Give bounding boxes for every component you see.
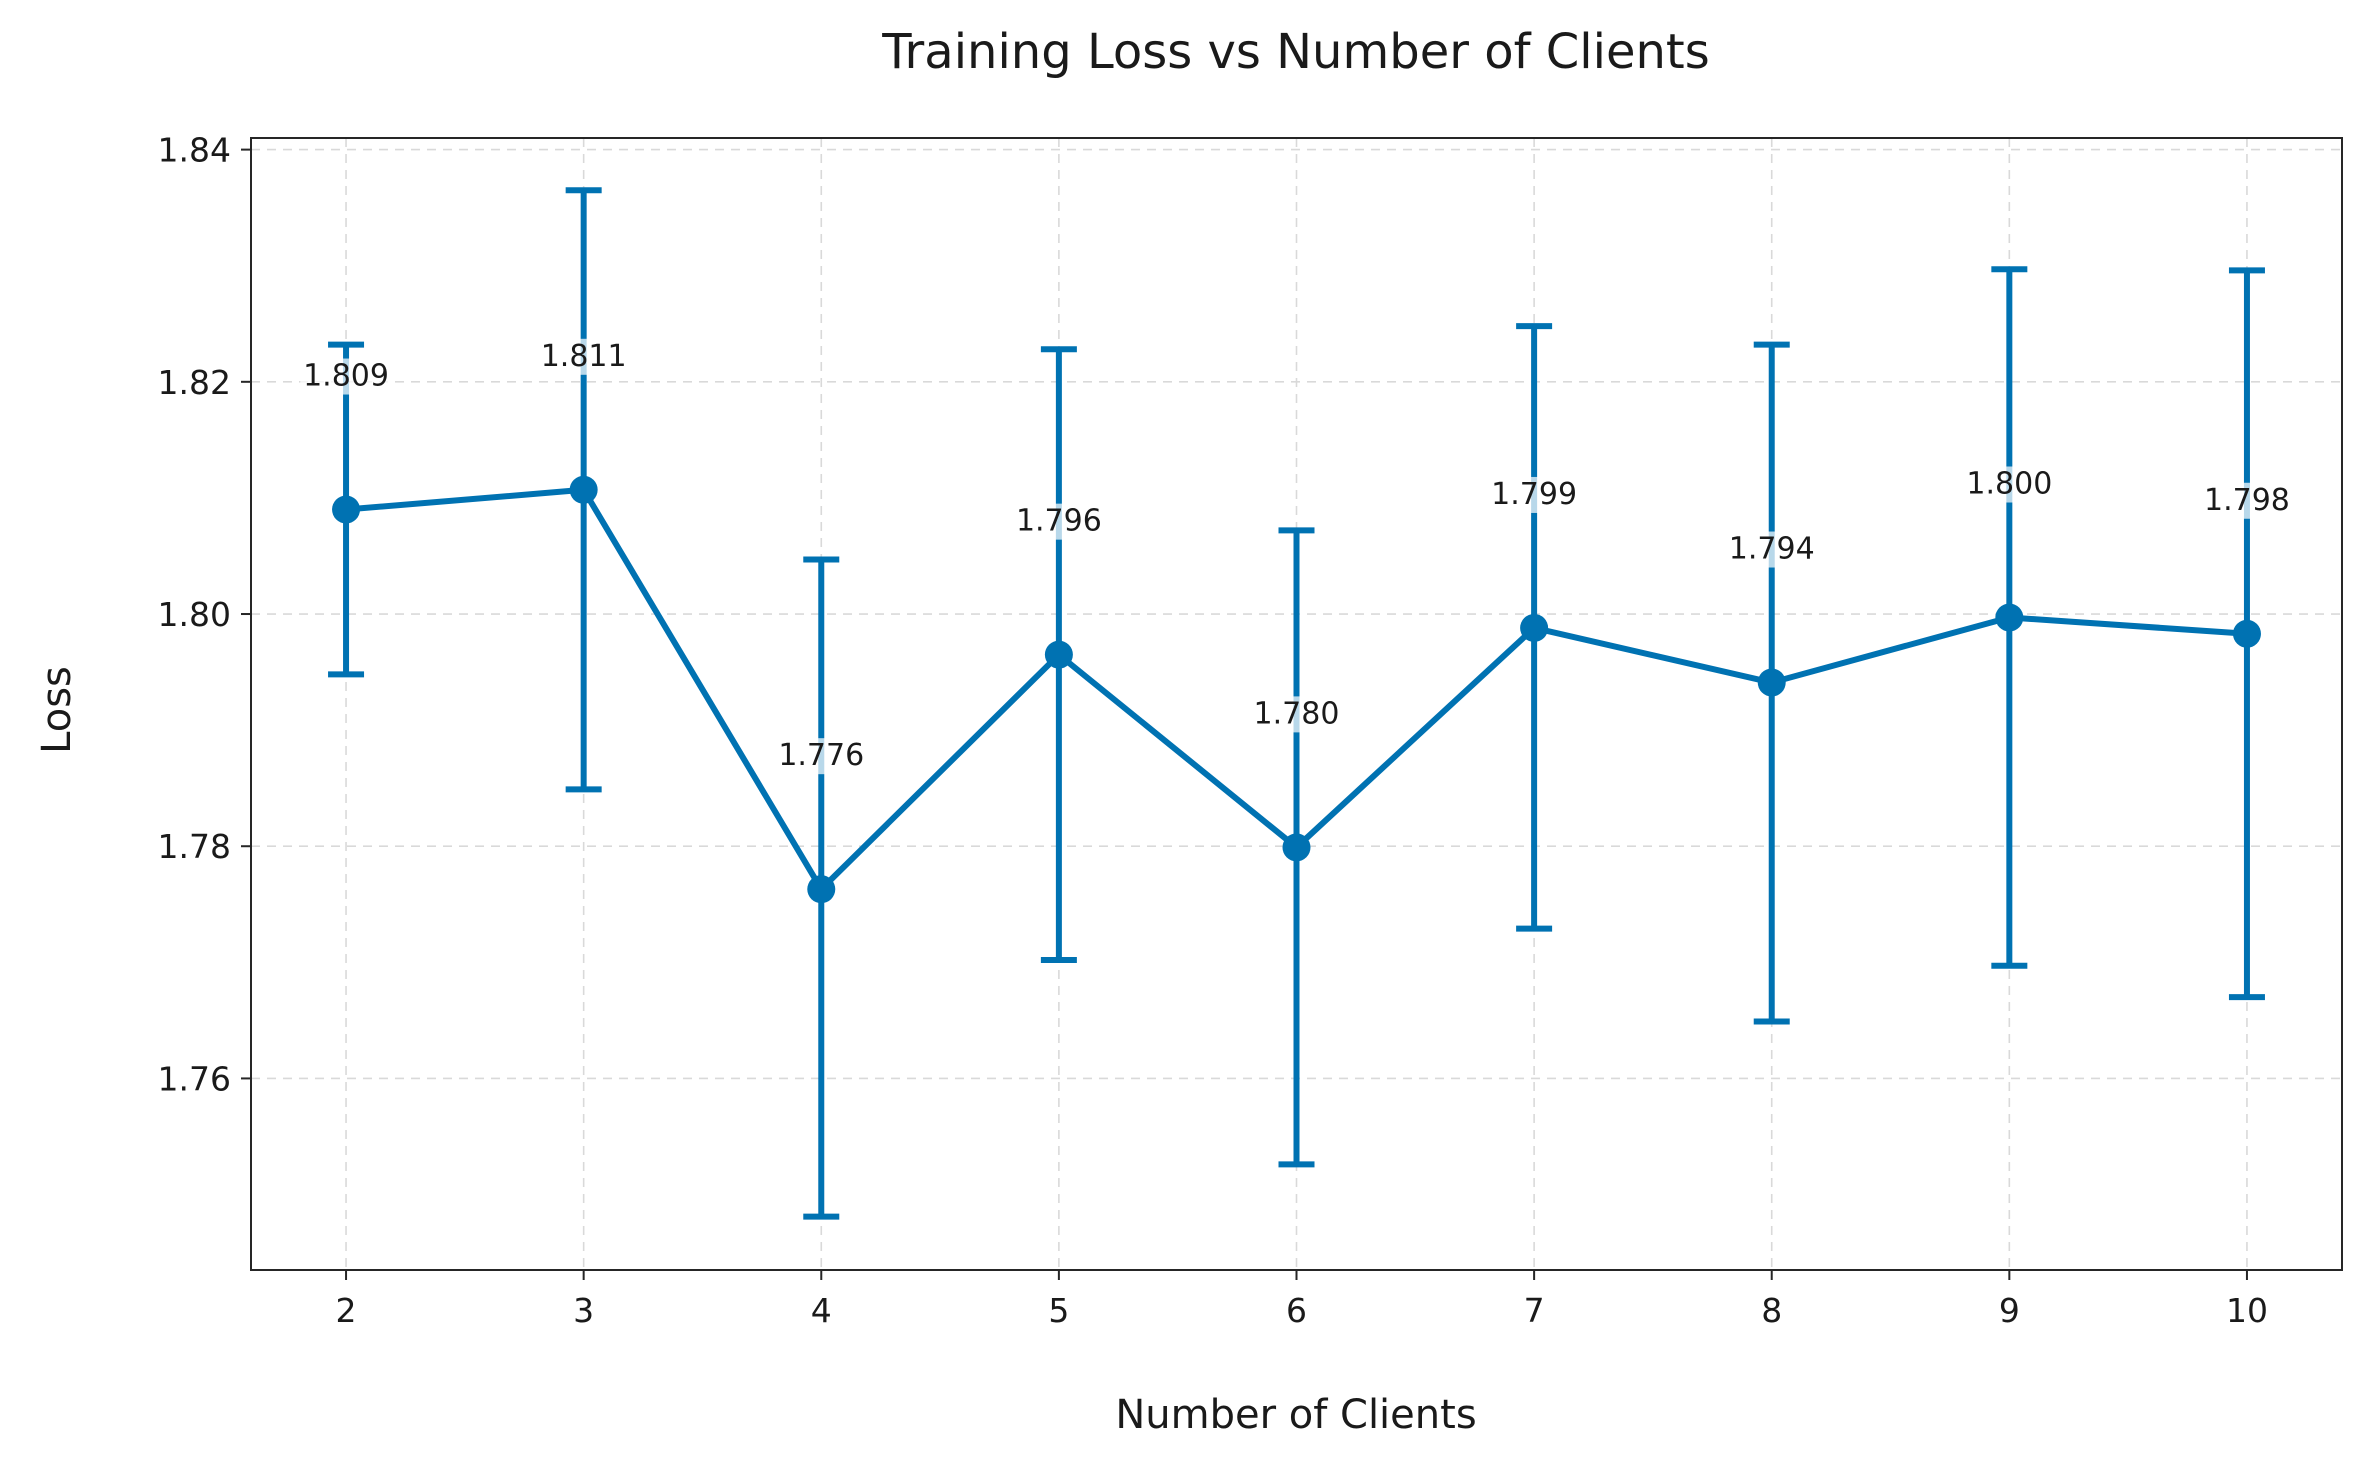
data-point — [1995, 603, 2024, 632]
data-label-background — [1963, 466, 2056, 503]
y-axis-ticks: 1.76 1.78 1.80 1.82 1.84 — [158, 131, 251, 1098]
y-axis-label: Loss — [34, 666, 80, 754]
data-label-background — [1250, 696, 1343, 733]
data-label-background — [1488, 476, 1580, 513]
data-point — [332, 495, 361, 524]
data-label: 1.796 — [1016, 504, 1102, 539]
x-tick-label: 3 — [573, 1291, 594, 1330]
data-label: 1.800 — [1966, 467, 2052, 502]
data-label: 1.794 — [1729, 532, 1815, 567]
data-labels: 1.809 1.811 1.776 1.796 1.780 1.799 1.794 1.800… — [300, 338, 2293, 775]
data-label-background — [537, 338, 630, 375]
data-label-background — [300, 358, 392, 395]
data-markers — [332, 475, 2261, 904]
data-point — [1520, 613, 1549, 642]
data-point — [1044, 640, 1073, 669]
y-tick-label: 1.76 — [158, 1059, 231, 1098]
x-tick-label: 8 — [1761, 1291, 1782, 1330]
y-tick-label: 1.84 — [158, 131, 231, 170]
y-tick-label: 1.82 — [158, 363, 231, 402]
data-label-background — [1725, 531, 1818, 568]
x-tick-label: 7 — [1524, 1291, 1545, 1330]
data-point — [1282, 833, 1311, 862]
data-point — [2232, 619, 2261, 648]
data-label-background — [2201, 482, 2293, 519]
x-axis-ticks: 2 3 4 5 6 7 8 9 10 — [336, 1270, 2268, 1330]
x-tick-label: 6 — [1286, 1291, 1307, 1330]
x-tick-label: 4 — [811, 1291, 832, 1330]
data-point — [1757, 668, 1786, 697]
data-label-background — [1013, 503, 1105, 540]
data-label: 1.780 — [1254, 696, 1340, 731]
data-label: 1.811 — [541, 339, 627, 374]
x-tick-label: 2 — [336, 1291, 357, 1330]
data-label: 1.776 — [778, 738, 864, 773]
data-label-background — [775, 738, 868, 775]
x-axis-label: Number of Clients — [1115, 1392, 1476, 1438]
y-tick-label: 1.80 — [158, 595, 231, 634]
data-label: 1.799 — [1491, 477, 1577, 512]
data-point — [807, 875, 836, 904]
x-tick-label: 9 — [1999, 1291, 2020, 1330]
data-label: 1.798 — [2204, 483, 2290, 518]
chart-title: Training Loss vs Number of Clients — [881, 24, 1709, 80]
x-tick-label: 5 — [1048, 1291, 1069, 1330]
data-label: 1.809 — [303, 359, 389, 394]
y-tick-label: 1.78 — [158, 827, 231, 866]
x-tick-label: 10 — [2226, 1291, 2268, 1330]
data-point — [569, 475, 598, 504]
